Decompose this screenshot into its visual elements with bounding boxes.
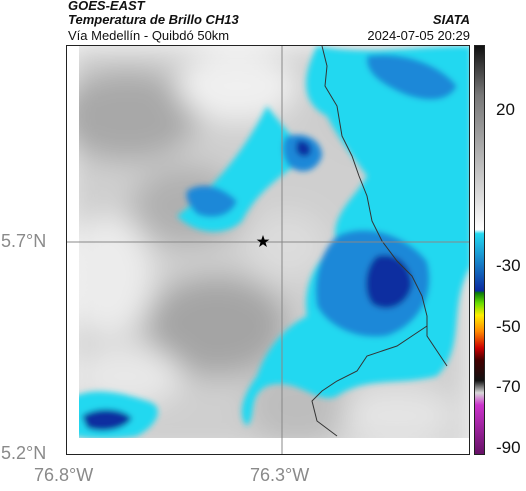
colorbar-tick-20: 20 [496, 100, 515, 119]
product-title: Temperatura de Brillo CH13 [68, 12, 239, 27]
colorbar-tick-minus70: -70 [496, 377, 521, 396]
no-data-edge [67, 46, 79, 454]
lon-tick-76-3: 76.3°W [250, 465, 310, 485]
satellite-title: GOES-EAST [68, 0, 145, 13]
colorbar-tick-minus90: -90 [496, 438, 521, 457]
brightness-temperature-map [66, 45, 470, 455]
lat-tick-5-7: 5.7°N [1, 231, 47, 251]
no-data-strip [67, 438, 469, 454]
lat-tick-5-2: 5.2°N [1, 443, 47, 463]
agency-label: SIATA [432, 12, 470, 27]
location-star-marker [256, 235, 270, 247]
temperature-colorbar [474, 45, 485, 455]
datetime-label: 2024-07-05 20:29 [367, 28, 470, 43]
route-subtitle: Vía Medellín - Quibdó 50km [68, 28, 230, 43]
colorbar-tick-minus50: -50 [496, 317, 521, 336]
country-border [321, 46, 448, 367]
cold-cloud-tops [67, 46, 469, 439]
department-border [311, 325, 428, 437]
colorbar-tick-minus30: -30 [496, 256, 521, 275]
map-canvas [67, 46, 469, 454]
lon-tick-76-8: 76.8°W [34, 465, 94, 485]
